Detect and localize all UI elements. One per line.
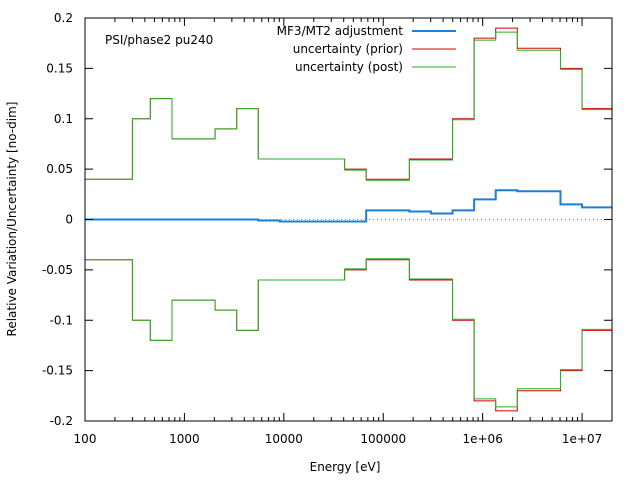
x-tick-label: 1e+06 <box>462 432 502 446</box>
y-axis-label: Relative Variation/Uncertainty [no-dim] <box>5 102 19 337</box>
y-tick-label: 0.05 <box>46 162 73 176</box>
x-tick-label: 100 <box>74 432 97 446</box>
y-tick-label: 0.1 <box>54 112 73 126</box>
legend: MF3/MT2 adjustment uncertainty (prior) unc… <box>277 24 456 74</box>
y-tick-label: -0.05 <box>42 263 73 277</box>
legend-label-uncertainty-prior: uncertainty (prior) <box>293 42 403 56</box>
y-tick-label: 0 <box>65 213 73 227</box>
x-tick-label: 1e+07 <box>562 432 602 446</box>
series-uncertainty-post-lower <box>85 258 612 408</box>
x-tick-label: 100000 <box>360 432 406 446</box>
chart-annotation: PSI/phase2 pu240 <box>105 33 213 47</box>
plot-marks <box>85 27 612 412</box>
y-tick-label: -0.2 <box>50 414 73 428</box>
legend-label-uncertainty-post: uncertainty (post) <box>295 60 403 74</box>
series-uncertainty-post-upper <box>85 31 612 181</box>
legend-label-mf3-mt2-adjustment: MF3/MT2 adjustment <box>277 24 404 38</box>
plot-frame <box>84 17 613 422</box>
y-tick-label: -0.1 <box>50 313 73 327</box>
y-tick-label: 0.15 <box>46 61 73 75</box>
series-mf3-mt2-adjustment <box>85 189 612 223</box>
x-tick-label: 1000 <box>169 432 200 446</box>
y-tick-label: 0.2 <box>54 11 73 25</box>
x-tick-label: 10000 <box>265 432 303 446</box>
x-axis-label: Energy [eV] <box>310 460 381 474</box>
y-tick-label: -0.15 <box>42 364 73 378</box>
